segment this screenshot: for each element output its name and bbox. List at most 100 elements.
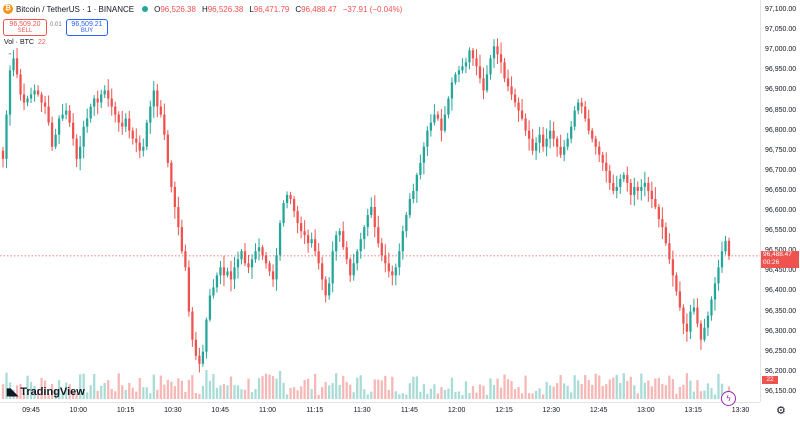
volume-bar bbox=[381, 380, 383, 399]
candle bbox=[104, 85, 106, 98]
volume-bar bbox=[619, 383, 621, 399]
tradingview-logo[interactable]: ▮◣ TradingView bbox=[6, 386, 85, 398]
candle bbox=[177, 197, 179, 235]
volume-bar bbox=[535, 391, 537, 399]
candle bbox=[37, 85, 39, 97]
time-axis[interactable]: 09:45 10:00 10:15 10:30 10:45 11:00 11:15 11:30… bbox=[0, 402, 760, 421]
candle bbox=[454, 72, 456, 84]
candle bbox=[626, 166, 628, 191]
candle bbox=[72, 113, 74, 145]
candle bbox=[107, 79, 109, 107]
candle bbox=[556, 136, 558, 156]
buy-label: BUY bbox=[81, 28, 93, 34]
candle bbox=[395, 264, 397, 286]
lightning-icon[interactable]: ϟ bbox=[721, 391, 736, 406]
volume-bar bbox=[416, 376, 418, 399]
candle bbox=[212, 279, 214, 298]
volume-bar bbox=[472, 386, 474, 399]
volume-bar bbox=[454, 392, 456, 399]
candle bbox=[598, 141, 600, 161]
volume-bar bbox=[700, 391, 702, 399]
buy-button[interactable]: 96,509.21 BUY bbox=[66, 19, 108, 36]
volume-bar bbox=[707, 383, 709, 399]
volume-bar bbox=[430, 389, 432, 399]
candle bbox=[665, 222, 667, 245]
candle bbox=[517, 97, 519, 121]
volume-bar bbox=[633, 385, 635, 399]
volume-bar bbox=[216, 388, 218, 399]
volume-legend[interactable]: Vol · BTC 22 bbox=[4, 39, 46, 46]
candle bbox=[167, 130, 169, 167]
volume-bar bbox=[503, 375, 505, 399]
candle bbox=[244, 243, 246, 266]
volume-bar bbox=[693, 392, 695, 399]
candle bbox=[342, 222, 344, 250]
price-tick-label: 96,450.00 bbox=[765, 267, 796, 274]
candle bbox=[332, 241, 334, 292]
candlestick-chart[interactable] bbox=[0, 0, 760, 402]
volume-bar bbox=[300, 386, 302, 399]
tradingview-logo-icon: ▮◣ bbox=[6, 387, 17, 398]
volume-bar bbox=[325, 382, 327, 399]
candle bbox=[433, 104, 435, 125]
candle bbox=[33, 84, 35, 101]
candle bbox=[465, 58, 467, 73]
candle bbox=[47, 95, 49, 125]
volume-bar bbox=[360, 375, 362, 399]
volume-bar bbox=[668, 376, 670, 399]
sell-button[interactable]: 96,509.20 SELL bbox=[3, 19, 47, 36]
volume-bar bbox=[149, 393, 151, 399]
candle bbox=[97, 91, 99, 115]
price-tick-label: 97,100.00 bbox=[765, 6, 796, 13]
candle bbox=[68, 105, 70, 127]
volume-bar bbox=[244, 390, 246, 399]
candle bbox=[426, 126, 428, 156]
candle bbox=[19, 69, 21, 101]
volume-bar bbox=[212, 374, 214, 399]
candle bbox=[314, 229, 316, 256]
gear-icon[interactable]: ⚙ bbox=[776, 404, 786, 417]
volume-bar bbox=[440, 387, 442, 399]
price-tick-label: 96,350.00 bbox=[765, 308, 796, 315]
volume-bar bbox=[160, 376, 162, 399]
price-axis[interactable]: 97,100.00 97,050.00 97,000.00 96,950.00 96,9… bbox=[760, 0, 800, 402]
candle bbox=[26, 96, 28, 107]
candle bbox=[307, 230, 309, 253]
candle bbox=[258, 238, 260, 260]
chart-plot-area[interactable] bbox=[0, 0, 760, 402]
time-tick-label: 11:45 bbox=[401, 407, 418, 414]
volume-bar bbox=[111, 389, 113, 399]
candle bbox=[339, 228, 341, 242]
buy-price: 96,509.21 bbox=[67, 20, 107, 28]
volume-bar bbox=[261, 376, 263, 399]
time-tick-label: 11:30 bbox=[354, 407, 371, 414]
candle bbox=[416, 173, 418, 203]
volume-bar bbox=[195, 393, 197, 399]
candle bbox=[58, 115, 60, 144]
volume-bar bbox=[118, 373, 120, 399]
candle bbox=[689, 305, 691, 339]
volume-bar bbox=[507, 379, 509, 399]
sell-label: SELL bbox=[18, 28, 33, 34]
volume-bar bbox=[447, 388, 449, 399]
volume-bar bbox=[349, 385, 351, 399]
candle bbox=[149, 101, 151, 134]
symbol-title[interactable]: Bitcoin / TetherUS · 1 · BINANCE bbox=[16, 5, 134, 14]
candle bbox=[93, 95, 95, 116]
candle bbox=[170, 160, 172, 192]
candle bbox=[230, 261, 232, 292]
market-status-icon bbox=[142, 6, 148, 12]
candle bbox=[538, 127, 540, 153]
volume-bar bbox=[181, 381, 183, 399]
candle bbox=[160, 100, 162, 117]
collapse-legend-icon[interactable]: ⌃ bbox=[7, 52, 13, 60]
candle bbox=[328, 277, 330, 300]
candle bbox=[567, 133, 569, 150]
volume-bar bbox=[661, 384, 663, 399]
volume-bar bbox=[479, 384, 481, 399]
volume-bar bbox=[426, 394, 428, 399]
time-tick-label: 10:30 bbox=[164, 407, 182, 414]
volume-bar bbox=[602, 386, 604, 399]
candle bbox=[514, 89, 516, 107]
candle bbox=[686, 313, 688, 341]
